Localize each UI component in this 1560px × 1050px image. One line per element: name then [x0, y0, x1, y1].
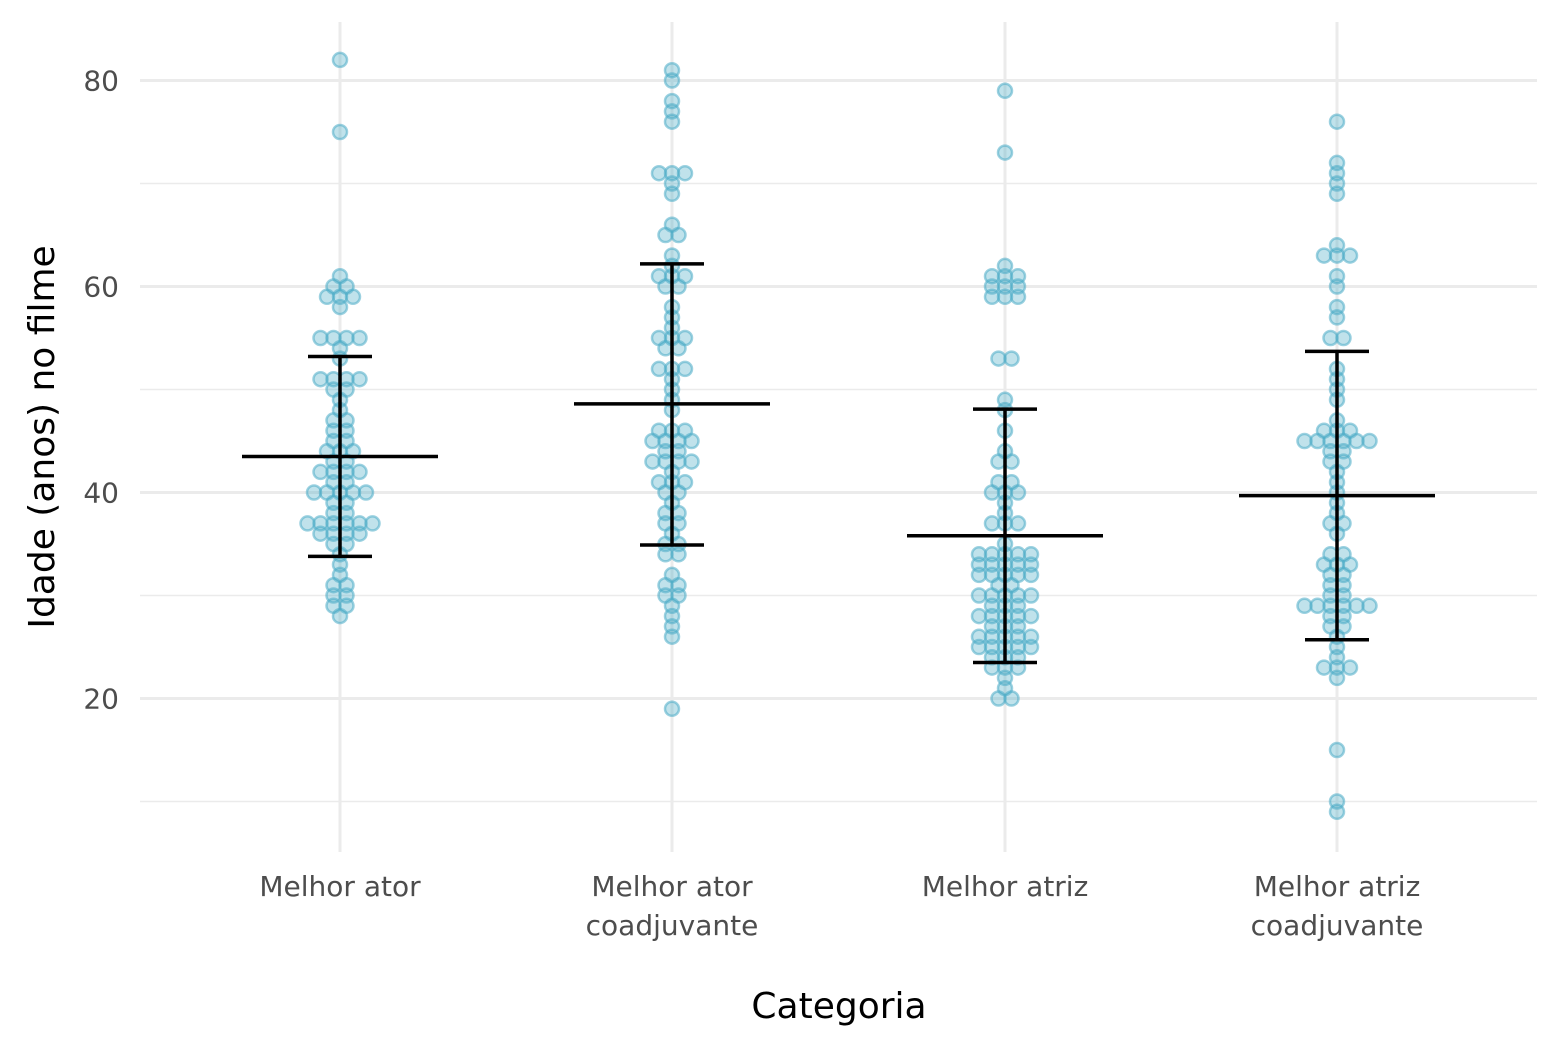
- data-point: [1328, 298, 1346, 316]
- data-point: [996, 82, 1014, 100]
- data-point: [331, 51, 349, 69]
- data-point: [663, 61, 681, 79]
- data-point: [676, 267, 694, 285]
- data-point: [1328, 793, 1346, 810]
- data-point: [676, 164, 694, 182]
- data-point: [1022, 546, 1040, 563]
- y-tick-label: 40: [83, 477, 119, 510]
- data-point: [1361, 432, 1378, 450]
- data-point: [1022, 607, 1040, 625]
- x-tick-label-line: Melhor atriz: [1254, 870, 1421, 903]
- data-point: [1335, 329, 1352, 347]
- data-point: [1328, 741, 1346, 759]
- x-tick-label: Melhor ator: [259, 870, 421, 903]
- data-point: [1009, 515, 1027, 532]
- y-tick-label: 60: [83, 271, 119, 304]
- data-point: [331, 123, 349, 141]
- x-tick-label-line: Melhor ator: [259, 870, 421, 903]
- x-tick-label-line: coadjuvante: [586, 909, 759, 942]
- data-point: [676, 329, 694, 347]
- x-tick-label: Melhor atriz coadjuvante: [1251, 870, 1424, 942]
- y-tick-label: 80: [83, 65, 119, 98]
- error-bars-layer: [242, 262, 1435, 665]
- data-point: [996, 257, 1014, 275]
- data-point: [996, 391, 1014, 409]
- data-point: [1341, 659, 1359, 676]
- data-point: [1022, 628, 1040, 645]
- y-axis-ticks: 20 40 60 80: [83, 65, 119, 716]
- data-point: [357, 484, 375, 501]
- data-point: [1328, 154, 1346, 172]
- data-point: [663, 92, 681, 110]
- data-point: [331, 267, 349, 285]
- data-point: [676, 422, 694, 439]
- x-tick-label-line: Melhor ator: [591, 870, 753, 903]
- data-point: [996, 144, 1014, 161]
- data-point: [351, 329, 368, 347]
- x-tick-label-line: Melhor atriz: [922, 870, 1089, 903]
- data-point: [1341, 247, 1359, 264]
- data-point: [683, 453, 700, 470]
- x-axis-title: Categoria: [751, 986, 926, 1027]
- x-tick-label: Melhor ator coadjuvante: [586, 870, 759, 942]
- y-axis-title: Idade (anos) no filme: [22, 245, 63, 628]
- data-point: [663, 566, 681, 584]
- x-tick-label: Melhor atriz: [922, 870, 1089, 903]
- data-point: [1328, 237, 1346, 254]
- data-point: [676, 360, 694, 378]
- data-point: [1009, 267, 1027, 285]
- data-point: [351, 370, 368, 388]
- data-point: [663, 700, 681, 718]
- points-layer: [299, 51, 1378, 821]
- data-point: [1328, 113, 1346, 130]
- x-axis-ticks: Melhor ator Melhor ator coadjuvanteMelhor …: [259, 870, 1423, 942]
- data-point: [663, 247, 681, 264]
- data-point: [1328, 267, 1346, 285]
- data-point: [1361, 597, 1378, 615]
- data-point: [1341, 422, 1359, 439]
- data-point: [663, 216, 681, 233]
- y-tick-label: 20: [83, 683, 119, 716]
- data-point: [364, 515, 381, 532]
- data-point: [1003, 350, 1020, 367]
- data-point: [676, 473, 694, 491]
- x-tick-label-line: coadjuvante: [1251, 909, 1424, 942]
- data-point: [351, 463, 368, 481]
- data-point: [1022, 587, 1040, 604]
